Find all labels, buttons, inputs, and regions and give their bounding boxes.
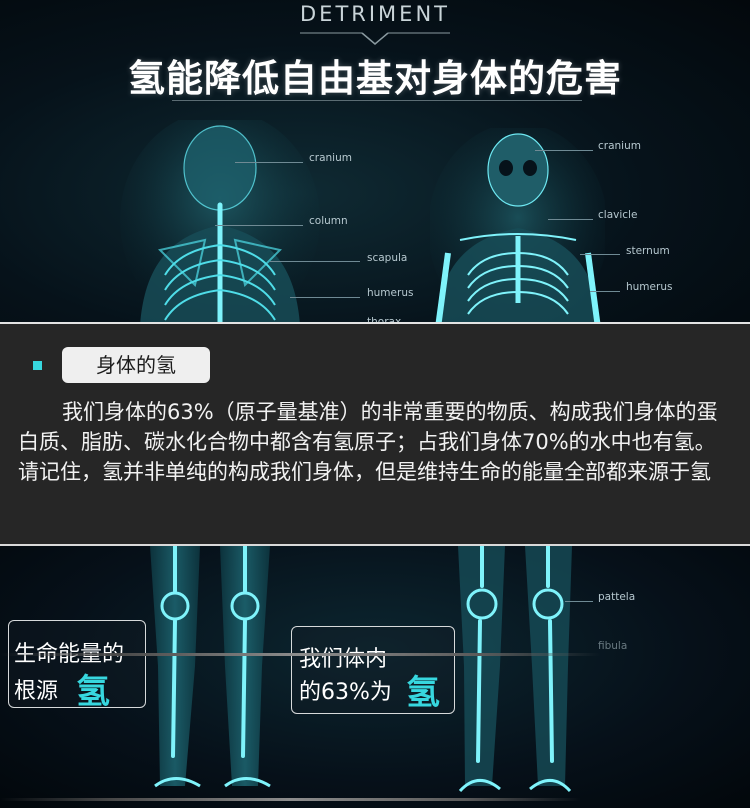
- label-cranium-front: cranium: [598, 140, 641, 152]
- label-fibula: fibula: [598, 640, 628, 652]
- skeleton-legs-front-image: [458, 546, 572, 793]
- skeleton-legs-back-image: [150, 546, 271, 788]
- legs-banner: pattela fibula 生命能量的 根源 氢 我们体内 的63%为 氢: [0, 546, 750, 808]
- skeleton-front-image: [430, 128, 605, 322]
- label-sternum: sternum: [626, 245, 670, 257]
- label-cranium-back: cranium: [309, 152, 352, 164]
- card-body-line1: 我们体内: [299, 647, 388, 672]
- label-column: column: [309, 215, 348, 227]
- leader-line: [590, 291, 620, 292]
- leader-line: [580, 254, 620, 255]
- hero-banner: DETRIMENT 氢能降低自由基对身体的危害: [0, 0, 750, 322]
- leader-line: [565, 601, 593, 602]
- card-body-highlight: 氢: [406, 673, 440, 713]
- skeleton-back-image: [120, 120, 320, 322]
- leader-line: [270, 261, 360, 262]
- section-subtitle: DETRIMENT: [300, 2, 450, 26]
- title-divider: [172, 100, 582, 101]
- section-paragraph: 我们身体的63%（原子量基准）的非常重要的物质、构成我们身体的蛋白质、脂肪、碳水…: [18, 400, 718, 484]
- label-thorax: thorax: [367, 316, 402, 322]
- light-streak: [0, 798, 580, 801]
- leader-line: [290, 297, 360, 298]
- label-clavicle: clavicle: [598, 209, 638, 221]
- section-tag: 身体的氢: [62, 347, 210, 383]
- square-bullet-icon: [33, 361, 42, 370]
- leader-line: [548, 219, 593, 220]
- leader-line: [535, 150, 593, 151]
- card-energy-highlight: 氢: [76, 672, 110, 712]
- info-section: 身体的氢 我们身体的63%（原子量基准）的非常重要的物质、构成我们身体的蛋白质、…: [0, 322, 750, 546]
- down-arrow-icon: [300, 32, 450, 45]
- light-streak: [0, 653, 600, 656]
- page-title: 氢能降低自由基对身体的危害: [128, 57, 622, 100]
- info-card-energy: [8, 620, 146, 708]
- label-humerus-back: humerus: [367, 287, 414, 299]
- leader-line: [235, 162, 303, 163]
- info-card-body: [291, 626, 455, 714]
- label-scapula: scapula: [367, 252, 408, 264]
- leader-line: [215, 225, 303, 226]
- label-humerus-front: humerus: [626, 281, 673, 293]
- card-body-line2: 的63%为: [299, 680, 392, 705]
- label-pattela: pattela: [598, 591, 636, 603]
- card-energy-line2: 根源: [14, 679, 59, 704]
